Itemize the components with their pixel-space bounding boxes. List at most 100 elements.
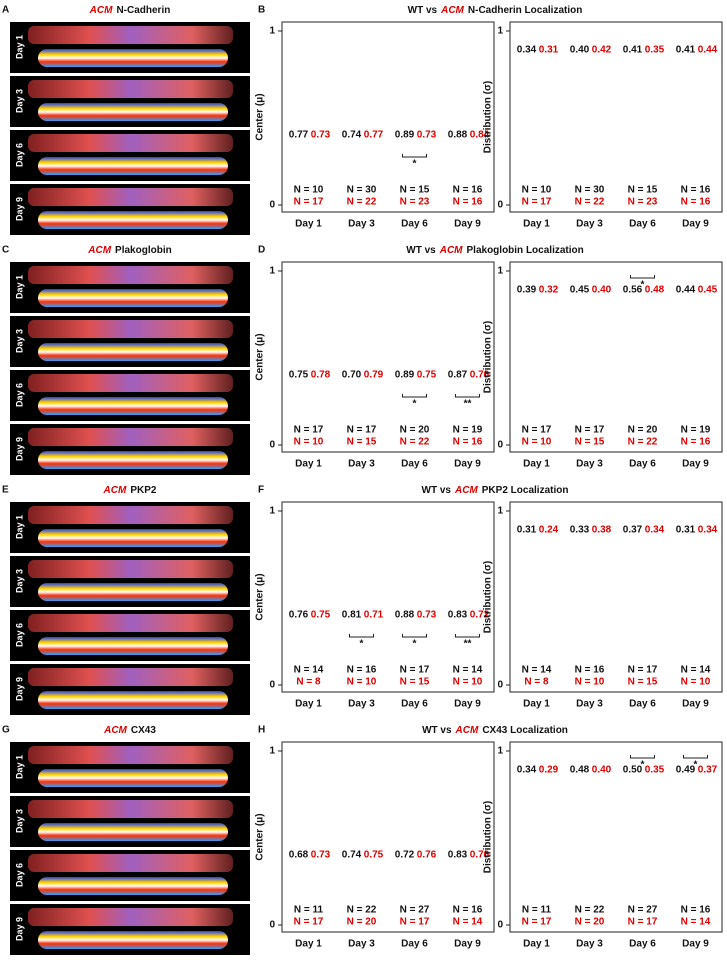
x-tick-label: Day 6 <box>629 939 656 950</box>
wt-n: N = 15 <box>628 185 658 196</box>
wt-n: N = 20 <box>400 425 430 436</box>
acm-mean: 0.38 <box>592 525 612 536</box>
x-tick-label: Day 1 <box>295 219 322 230</box>
wt-n: N = 27 <box>400 905 430 916</box>
panel-label: H <box>258 725 265 736</box>
heatmap-image <box>38 49 228 67</box>
wt-n: N = 14 <box>294 665 324 676</box>
acm-n: N = 23 <box>628 197 658 208</box>
wt-mean: 0.75 <box>289 370 309 381</box>
x-tick-label: Day 1 <box>295 699 322 710</box>
acm-mean: 0.76 <box>470 370 490 381</box>
heatmap-image <box>38 769 228 787</box>
wt-mean: 0.88 <box>395 610 415 621</box>
acm-n: N = 22 <box>628 437 658 448</box>
wt-mean: 0.83 <box>448 850 468 861</box>
acm-n: N = 15 <box>400 677 430 688</box>
y-axis-label: Distribution (σ) <box>483 321 494 393</box>
x-tick-label: Day 9 <box>454 699 481 710</box>
plot-frame <box>509 741 723 933</box>
chart-title-red: ACM <box>454 485 478 496</box>
wt-n: N = 30 <box>347 185 377 196</box>
day-label: Day 6 <box>14 143 24 167</box>
x-tick-label: Day 3 <box>576 699 603 710</box>
wt-n: N = 14 <box>681 665 711 676</box>
wt-mean: 0.83 <box>448 610 468 621</box>
heatmap-image <box>38 103 228 121</box>
acm-mean: 0.73 <box>311 130 331 141</box>
acm-mean: 0.40 <box>592 765 612 776</box>
chart-title: WT vs ACM Plakoglobin Localization <box>406 245 583 256</box>
acm-mean: 0.37 <box>698 765 718 776</box>
sig-bracket <box>402 634 427 638</box>
panel-label: B <box>258 5 265 16</box>
sig-label: * <box>641 280 645 291</box>
y-tick-label: 1 <box>497 746 503 757</box>
y-tick-label: 1 <box>269 26 275 37</box>
wt-n: N = 17 <box>347 425 377 436</box>
wt-n: N = 16 <box>681 185 711 196</box>
y-tick-label: 0 <box>269 920 275 931</box>
acm-mean: 0.76 <box>470 850 490 861</box>
acm-n: N = 8 <box>524 677 549 688</box>
panel-label: G <box>2 725 10 736</box>
acm-n: N = 8 <box>296 677 321 688</box>
cell-image <box>28 320 233 338</box>
day-label: Day 9 <box>14 197 24 221</box>
wt-mean: 0.33 <box>570 525 590 536</box>
x-tick-label: Day 9 <box>454 459 481 470</box>
cell-image <box>28 668 233 686</box>
heatmap-image <box>38 157 228 175</box>
wt-n: N = 19 <box>453 425 483 436</box>
x-tick-label: Day 9 <box>682 459 709 470</box>
wt-mean: 0.56 <box>623 285 643 296</box>
wt-n: N = 16 <box>453 905 483 916</box>
chart-title-prefix: WT vs <box>422 485 452 496</box>
y-tick-label: 0 <box>497 200 503 211</box>
acm-mean: 0.29 <box>539 765 559 776</box>
sig-label: * <box>641 760 645 771</box>
image-title-red: ACM <box>103 485 127 496</box>
acm-n: N = 14 <box>681 917 711 928</box>
chart-title-red: ACM <box>440 5 464 16</box>
cell-image <box>28 854 233 872</box>
wt-n: N = 16 <box>347 665 377 676</box>
image-title: ACM PKP2 <box>103 485 157 496</box>
wt-n: N = 22 <box>347 905 377 916</box>
chart-title: WT vs ACM CX43 Localization <box>422 725 568 736</box>
chart-title-red: ACM <box>455 725 479 736</box>
sig-bracket <box>630 275 655 279</box>
x-tick-label: Day 6 <box>629 699 656 710</box>
y-tick-label: 1 <box>269 746 275 757</box>
y-tick-label: 0 <box>497 680 503 691</box>
wt-mean: 0.44 <box>676 285 696 296</box>
image-title-red: ACM <box>89 5 113 16</box>
x-tick-label: Day 9 <box>682 219 709 230</box>
wt-n: N = 16 <box>453 185 483 196</box>
chart-title-suffix: PKP2 Localization <box>482 485 569 496</box>
wt-n: N = 30 <box>575 185 605 196</box>
image-title: ACM N-Cadherin <box>89 5 171 16</box>
heatmap-image <box>38 931 228 949</box>
wt-mean: 0.45 <box>570 285 590 296</box>
acm-n: N = 20 <box>575 917 605 928</box>
x-tick-label: Day 9 <box>454 219 481 230</box>
y-tick-label: 0 <box>269 200 275 211</box>
acm-n: N = 16 <box>453 437 483 448</box>
day-label: Day 3 <box>14 809 24 833</box>
wt-mean: 0.68 <box>289 850 309 861</box>
heatmap-image <box>38 397 228 415</box>
cell-image <box>28 80 233 98</box>
acm-mean: 0.24 <box>539 525 559 536</box>
sig-label: * <box>413 639 417 650</box>
wt-n: N = 17 <box>628 665 658 676</box>
heatmap-image <box>38 529 228 547</box>
day-label: Day 1 <box>14 275 24 299</box>
heatmap-image <box>38 451 228 469</box>
image-title-red: ACM <box>87 245 111 256</box>
y-axis-label: Distribution (σ) <box>483 81 494 153</box>
acm-mean: 0.73 <box>417 130 437 141</box>
x-tick-label: Day 6 <box>401 459 428 470</box>
acm-mean: 0.40 <box>592 285 612 296</box>
plot-frame <box>281 741 495 933</box>
